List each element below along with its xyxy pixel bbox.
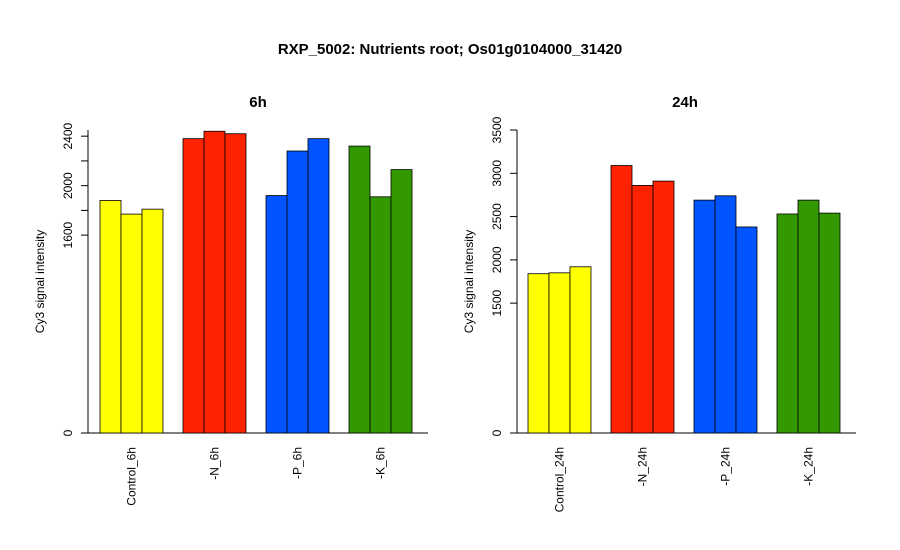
figure-title: RXP_5002: Nutrients root; Os01g0104000_3… <box>278 41 622 58</box>
bar <box>548 272 571 434</box>
y-tick-label: 2000 <box>61 172 75 199</box>
y-tick-label: 2500 <box>490 203 504 230</box>
y-tick-label: 1500 <box>490 289 504 316</box>
x-category-label: -N_6h <box>208 447 222 480</box>
bar <box>631 185 654 434</box>
x-category-label: -P_6h <box>291 447 305 479</box>
bar <box>99 200 122 434</box>
y-axis-label: Cy3 signal intensity <box>33 230 47 333</box>
bar <box>120 213 143 434</box>
bar <box>141 208 164 434</box>
x-category-label: -N_24h <box>636 447 650 486</box>
bar <box>693 199 716 434</box>
bar <box>527 273 550 434</box>
panel-title: 24h <box>672 94 698 111</box>
x-category-label: -K_24h <box>802 447 816 486</box>
bar <box>224 133 247 434</box>
y-axis-label: Cy3 signal intensity <box>462 230 476 333</box>
x-category-label: Control_6h <box>125 447 139 506</box>
x-category-label: -K_6h <box>374 447 388 479</box>
y-tick-label: 3000 <box>490 160 504 187</box>
panel-6h: 6h Cy3 signal intensity 0 1600 2000 2400 Contr… <box>33 94 428 506</box>
bar <box>203 130 226 434</box>
bar <box>797 199 820 434</box>
bar <box>265 195 288 434</box>
bar <box>390 169 413 434</box>
y-tick-label: 2400 <box>61 123 75 150</box>
x-category-label: -P_24h <box>719 447 733 486</box>
bar <box>307 138 330 434</box>
bar <box>776 213 799 434</box>
bar <box>286 150 309 434</box>
bar <box>652 180 675 434</box>
bar <box>735 226 758 434</box>
bar <box>182 138 205 434</box>
bar <box>714 195 737 434</box>
bar <box>569 266 592 434</box>
bar <box>610 165 633 434</box>
bar <box>369 196 392 434</box>
x-category-label: Control_24h <box>553 447 567 512</box>
panel-title: 6h <box>249 94 267 111</box>
y-tick-label: 0 <box>61 429 75 436</box>
bar <box>818 212 841 434</box>
y-tick-label: 0 <box>490 429 504 436</box>
y-tick-label: 1600 <box>61 221 75 248</box>
panel-24h: 24h Cy3 signal intensity 0 1500 2000 2500 3000… <box>462 94 856 512</box>
y-tick-label: 3500 <box>490 116 504 143</box>
y-tick-label: 2000 <box>490 246 504 273</box>
bar <box>348 145 371 434</box>
